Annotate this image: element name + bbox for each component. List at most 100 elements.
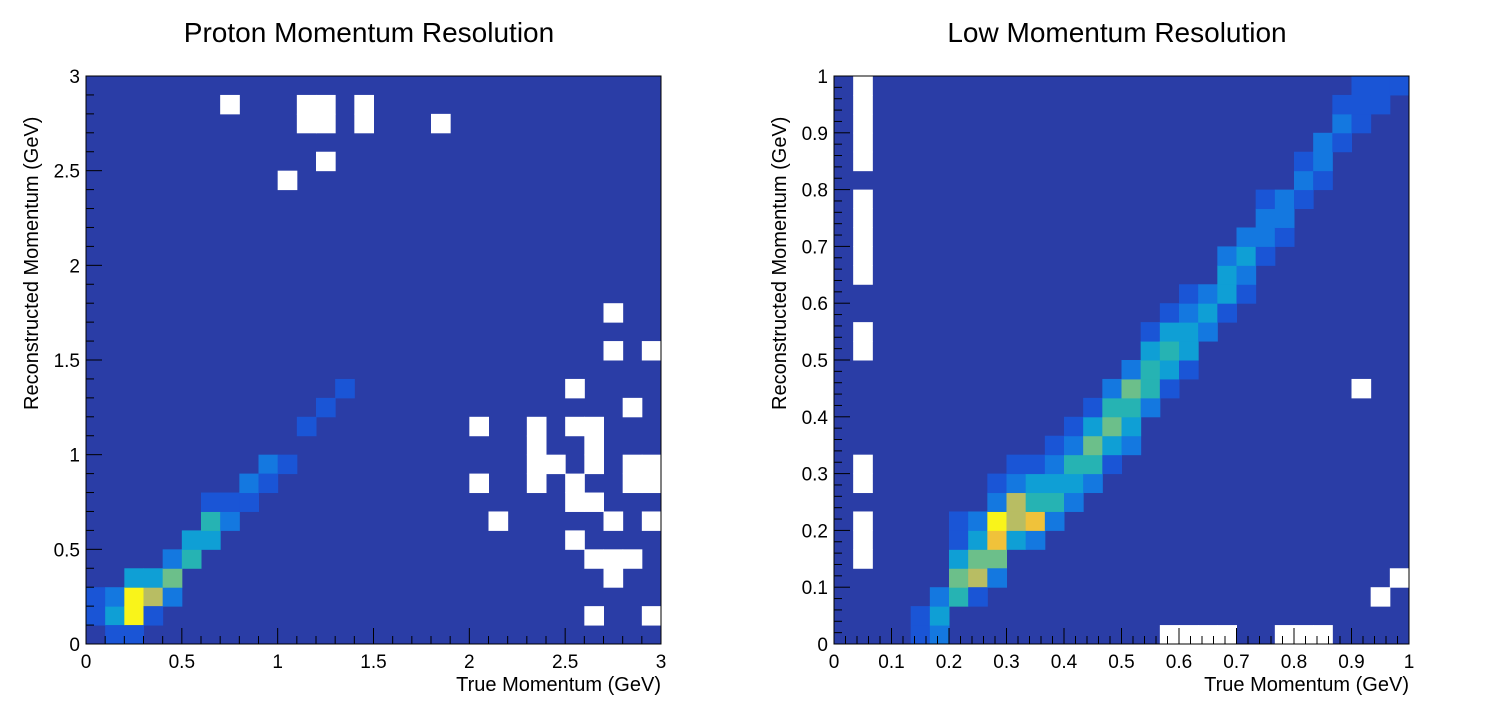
heatmap-bin <box>1294 151 1314 172</box>
empty-bin <box>622 397 643 418</box>
heatmap-bin <box>1064 454 1084 475</box>
heatmap-bin <box>1332 94 1352 115</box>
x-tick-label: 2 <box>464 652 475 673</box>
empty-bin <box>853 189 873 210</box>
y-tick-label: 1 <box>817 67 828 88</box>
heatmap-bin <box>220 492 240 512</box>
empty-bin <box>1217 625 1237 645</box>
heatmap-bin <box>1179 322 1199 342</box>
y-tick-label: 0 <box>817 635 828 656</box>
empty-bin <box>296 113 317 134</box>
heatmap-bin <box>143 606 164 626</box>
empty-bin <box>1159 625 1180 645</box>
heatmap-bin <box>968 549 988 569</box>
empty-bin <box>296 94 317 115</box>
x-tick-label: 0.7 <box>1223 652 1249 673</box>
empty-bin <box>1370 587 1391 607</box>
heatmap-bin <box>1121 397 1142 418</box>
heatmap-bin <box>201 530 221 550</box>
empty-bin <box>641 341 662 361</box>
x-tick-label: 0.5 <box>169 652 195 673</box>
empty-bin <box>853 208 873 228</box>
y-tick-label: 2 <box>69 256 80 277</box>
x-tick-label: 0.2 <box>936 652 962 673</box>
x-tick-label: 0.1 <box>878 652 904 673</box>
empty-bin <box>603 511 624 531</box>
heatmap-bin <box>987 568 1007 588</box>
heatmap-bin <box>239 492 259 512</box>
empty-bin <box>603 341 624 361</box>
heatmap-bin <box>1179 360 1199 380</box>
heatmap-bin <box>929 625 950 645</box>
heatmap-bin <box>1274 227 1295 247</box>
heatmap-bins-low <box>834 76 1410 645</box>
heatmap-bin <box>1179 303 1199 323</box>
heatmap-bin <box>124 606 144 626</box>
heatmap-bin <box>1064 416 1084 437</box>
heatmap-bin <box>1025 473 1046 494</box>
heatmap-bin <box>910 625 931 645</box>
empty-bin <box>603 549 624 569</box>
heatmap-bin <box>1121 360 1142 380</box>
heatmap-bin <box>929 606 950 626</box>
y-tick-label: 0 <box>69 635 80 656</box>
empty-bin <box>1179 625 1199 645</box>
heatmap-bin <box>1198 322 1218 342</box>
empty-bin <box>622 473 643 494</box>
empty-bin <box>853 454 873 475</box>
heatmap-bin <box>1294 170 1314 191</box>
heatmap-bin <box>968 530 988 550</box>
empty-bin <box>853 151 873 172</box>
x-tick-label: 0.8 <box>1281 652 1307 673</box>
heatmap-bin <box>124 587 144 607</box>
heatmap-bin <box>1140 360 1161 380</box>
heatmap-bin <box>949 568 969 588</box>
heatmap-bin <box>1370 94 1391 115</box>
heatmap-bin <box>1217 265 1237 285</box>
heatmap-bin <box>1006 511 1027 531</box>
x-tick-label: 0.3 <box>993 652 1019 673</box>
heatmap-bin <box>1313 132 1333 153</box>
empty-bin <box>584 549 604 569</box>
empty-bin <box>526 454 547 475</box>
x-axis-label-proton: True Momentum (GeV) <box>456 674 661 696</box>
heatmap-bin <box>1351 113 1372 134</box>
empty-bin <box>853 530 873 550</box>
proton-momentum-chart: Proton Momentum Resolution 0 0.5 1 1.5 2 2.5 3… <box>21 17 666 696</box>
heatmap-bin <box>1102 378 1122 399</box>
heatmap-bin <box>1217 284 1237 304</box>
heatmap-bin <box>335 378 355 399</box>
empty-bin <box>277 170 298 191</box>
heatmap-bin <box>1236 227 1257 247</box>
heatmap-bin <box>1006 454 1027 475</box>
low-momentum-chart: Low Momentum Resolution 0 0.1 0.2 0.3 0.4 0.5… <box>769 17 1414 696</box>
heatmap-bin <box>181 530 202 550</box>
heatmap-bin <box>1255 208 1276 228</box>
heatmap-bin <box>143 587 164 607</box>
x-tick-label: 3 <box>656 652 667 673</box>
heatmap-bin <box>201 511 221 531</box>
empty-bin <box>316 151 336 172</box>
heatmap-bin <box>296 416 317 437</box>
heatmap-bin <box>1121 416 1142 437</box>
empty-bin <box>526 416 547 437</box>
heatmap-bin <box>1179 341 1199 361</box>
empty-bin <box>526 435 547 456</box>
chart-title-proton: Proton Momentum Resolution <box>184 17 554 48</box>
heatmap-bin <box>1159 378 1180 399</box>
empty-bin <box>1313 625 1333 645</box>
heatmap-bin <box>220 511 240 531</box>
heatmap-bin <box>1217 303 1237 323</box>
heatmap-bin <box>929 587 950 607</box>
heatmap-bin <box>105 606 125 626</box>
heatmap-bin <box>968 511 988 531</box>
empty-bin <box>641 511 662 531</box>
empty-bin <box>354 94 374 115</box>
heatmap-bin <box>987 492 1007 512</box>
heatmap-bin <box>162 568 183 588</box>
empty-bin <box>469 473 489 494</box>
y-tick-label: 0.4 <box>802 408 829 429</box>
empty-bin <box>431 113 451 134</box>
heatmap-bin <box>86 625 106 645</box>
heatmap-bin <box>1025 492 1046 512</box>
